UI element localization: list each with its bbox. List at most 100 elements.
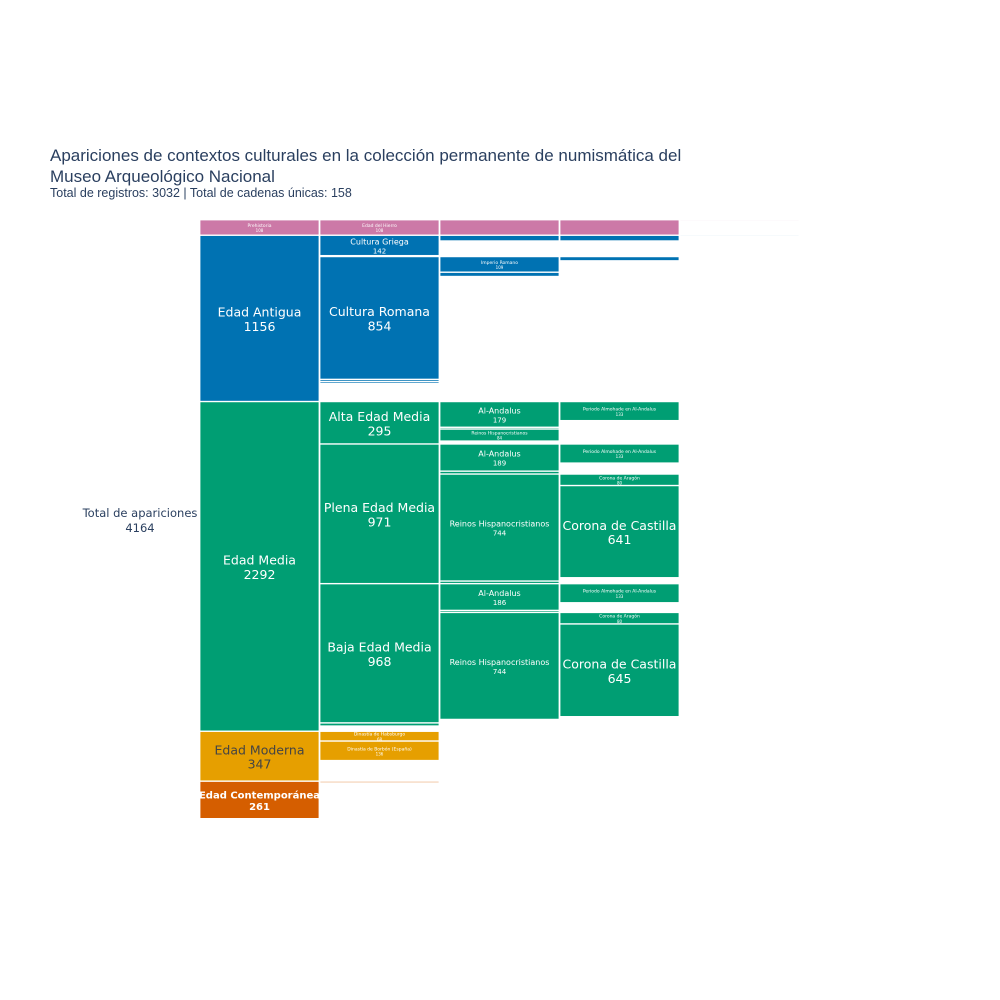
icicle-rect-ant-r-i[interactable] [439,256,560,273]
icicle-rect-plena-x[interactable] [439,471,560,475]
icicle-rect-baja-y[interactable] [439,719,560,721]
icicle-rect-baja-x[interactable] [439,610,560,613]
icicle-rect-mod-h[interactable] [319,731,440,742]
icicle-value-con: 261 [249,802,270,813]
icicle-rect-baja[interactable] [319,583,440,723]
icicle-rect-alta-x[interactable] [439,427,560,430]
icicle-rect-ant-r[interactable] [319,256,440,380]
chart-title: Apariciones de contextos culturales en l… [50,146,681,165]
icicle-label-alta-r: Reinos Hispanocristianos [471,431,528,437]
icicle-rect-plena-a-p[interactable] [559,443,680,464]
icicle-cell-alta-a[interactable]: Al-Andalus 179 [439,401,560,428]
icicle-rect-baja-r-l[interactable] [559,612,680,625]
icicle-label-baja-r-l: Corona de Aragón [599,613,640,620]
icicle-rect-con-x[interactable] [319,781,440,783]
icicle-rect-mod-b[interactable] [319,740,440,761]
icicle-cell-ant-g[interactable]: Cultura Griega 142 [319,235,440,256]
icicle-rect-baja-r[interactable] [439,612,560,720]
icicle-cell-pre-h-c[interactable] [439,219,560,236]
icicle-rect-pre-h-c-c[interactable] [559,219,680,236]
icicle-label-ant-r: Cultura Romana [329,304,430,319]
icicle-rect-ant-r-i-x[interactable] [559,256,680,261]
icicle-rect-alta-a-p[interactable] [559,401,680,421]
icicle-rect-mod[interactable] [199,731,320,782]
icicle-rect-ant-g-a[interactable] [439,235,560,242]
icicle-rect-ant-o1[interactable] [319,379,440,382]
icicle-rect-alta-r[interactable] [439,428,560,442]
icicle-cell-ant-r-i-x[interactable] [559,256,680,261]
icicle-cell-ant-g-a-a-a[interactable] [679,235,800,237]
icicle-value-baja-r-c: 645 [608,671,632,686]
icicle-rect-plena-r-l[interactable] [559,473,680,486]
icicle-cell-pre-h-c-c-c[interactable] [679,219,800,222]
icicle-rect-con[interactable] [199,781,320,819]
icicle-cell-baja-x[interactable] [439,610,560,613]
icicle-rect-plena[interactable] [319,443,440,584]
icicle-cell-plena-a[interactable]: Al-Andalus 189 [439,443,560,472]
icicle-rect-baja-r-c[interactable] [559,623,680,717]
icicle-cell-med-z[interactable] [319,722,440,727]
icicle-rect-ant-g-a-a[interactable] [559,235,680,242]
icicle-rect-pre-h-c[interactable] [439,219,560,236]
icicle-label-ant-g: Cultura Griega [350,237,409,246]
chart-subtitle: Total de registros: 3032 | Total de cade… [50,186,352,200]
icicle-rect-ant[interactable] [199,235,320,402]
icicle-cell-plena-y[interactable] [439,580,560,584]
icicle-rect-med[interactable] [199,401,320,732]
icicle-rect-plena-y[interactable] [439,580,560,584]
icicle-cell-ant-g-a-a[interactable] [559,235,680,242]
icicle-rect-baja-a-p[interactable] [559,583,680,603]
icicle-label-baja: Baja Edad Media [327,639,431,654]
icicle-cell-ant-o2[interactable] [319,381,440,384]
icicle-rect-plena-a[interactable] [439,443,560,472]
icicle-rect-ant-o2[interactable] [319,381,440,384]
icicle-rect-plena-r-c[interactable] [559,485,680,578]
icicle-rect-alta-a[interactable] [439,401,560,428]
icicle-cell-plena-r[interactable]: Reinos Hispanocristianos 744 [439,473,560,582]
icicle-rect-ant-g-a-a-a[interactable] [679,235,800,237]
icicle-cell-baja-y[interactable] [439,719,560,721]
icicle-cell-mod-b[interactable]: Dinastía de Borbón (España)136 [319,740,440,761]
icicle-cell-ant-r-x[interactable] [439,272,560,277]
icicle-value-mod-h: 68 [377,737,383,742]
icicle-rect-med-z[interactable] [319,722,440,727]
icicle-rect-pre-h-c-c-c[interactable] [679,219,800,222]
icicle-rect-pre[interactable] [199,219,320,236]
icicle-label-plena-r: Reinos Hispanocristianos [450,519,550,528]
icicle-cell-ant-g-a[interactable] [439,235,560,242]
icicle-rect-alta[interactable] [319,401,440,445]
icicle-rect-plena-r[interactable] [439,473,560,582]
icicle-cell-con-x[interactable] [319,781,440,783]
icicle-cell-ant-o1[interactable] [319,379,440,382]
icicle-rect-baja-a[interactable] [439,583,560,611]
icicle-cell-alta-x[interactable] [439,427,560,430]
icicle-rect-pre-h[interactable] [319,219,440,236]
icicle-cell-plena-x[interactable] [439,471,560,475]
icicle-rect-ant-g[interactable] [319,235,440,256]
icicle-rect-ant-r-x[interactable] [439,272,560,277]
icicle-cell-pre-h-c-c[interactable] [559,219,680,236]
